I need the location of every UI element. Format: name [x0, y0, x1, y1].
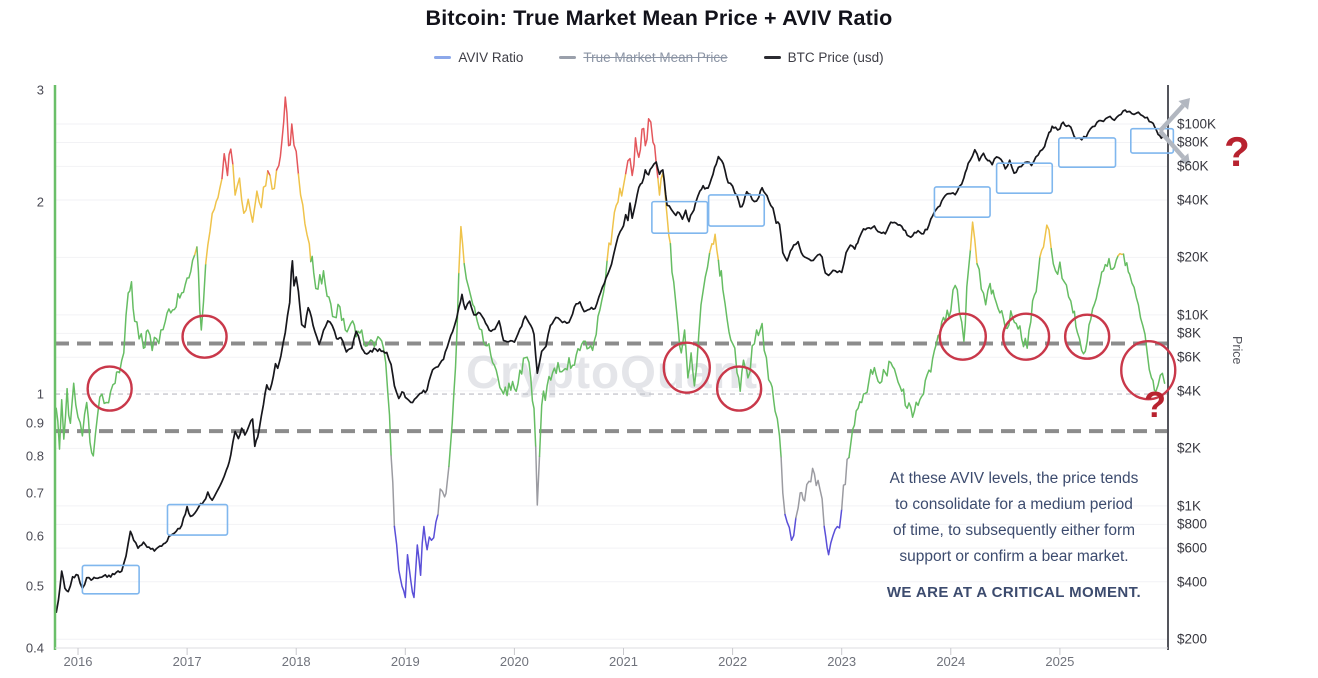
legend: AVIV Ratio True Market Mean Price BTC Pric… — [0, 50, 1318, 65]
annotation-line: support or confirm a bear market. — [899, 548, 1129, 565]
annotation-emphasis: WE ARE AT A CRITICAL MOMENT. — [886, 584, 1142, 601]
legend-swatch-icon — [559, 56, 577, 59]
annotation-line: At these AVIV levels, the price tends — [889, 470, 1139, 487]
aviv-dip-circle — [662, 341, 711, 394]
aviv-ratio-series — [55, 96, 1166, 599]
x-axis-tick-marks — [77, 648, 1061, 655]
question-mark: ? — [1224, 128, 1250, 175]
aviv-dip-circle — [86, 365, 133, 412]
legend-label: True Market Mean Price — [583, 50, 728, 65]
btc-price-series — [55, 109, 1166, 614]
legend-item-btc-price-usd-[interactable]: BTC Price (usd) — [763, 50, 884, 65]
consolidation-boxes — [81, 127, 1175, 595]
consolidation-box — [166, 503, 229, 536]
legend-label: AVIV Ratio — [458, 50, 524, 65]
consolidation-box — [995, 162, 1054, 194]
watermark: CryptoQuant — [466, 346, 758, 398]
aviv-dip-circle — [1001, 312, 1051, 361]
price-axis-title: Price — [1230, 336, 1244, 365]
legend-item-aviv-ratio[interactable]: AVIV Ratio — [434, 50, 523, 65]
legend-label: BTC Price (usd) — [787, 50, 884, 65]
gridlines — [55, 123, 1168, 640]
legend-swatch-icon — [763, 56, 781, 59]
consolidation-box — [1129, 127, 1175, 154]
annotation-line: to consolidate for a medium period — [895, 496, 1133, 513]
aviv-dip-circle — [1120, 339, 1177, 401]
consolidation-box — [707, 194, 766, 227]
aviv-dip-circle — [1063, 313, 1111, 360]
annotation-paragraph: At these AVIV levels, the price tends to … — [858, 466, 1170, 570]
consolidation-box — [651, 200, 709, 234]
aviv-dip-circle — [938, 312, 987, 361]
chart-title: Bitcoin: True Market Mean Price + AVIV R… — [425, 6, 893, 30]
direction-arrows — [1158, 98, 1190, 165]
legend-swatch-icon — [434, 56, 452, 59]
aviv-dip-circle — [715, 365, 763, 412]
legend-item-true-market-mean-price[interactable]: True Market Mean Price — [559, 50, 728, 65]
aviv-dip-circle — [181, 314, 228, 359]
annotation-line: of time, to subsequently either form — [892, 522, 1136, 539]
consolidation-box — [1057, 137, 1117, 168]
consolidation-box — [933, 186, 991, 218]
question-mark: ? — [1144, 384, 1166, 425]
annotation-note: At these AVIV levels, the price tends to … — [858, 466, 1170, 606]
aviv-dip-circles — [86, 312, 1177, 412]
consolidation-box — [81, 564, 140, 595]
